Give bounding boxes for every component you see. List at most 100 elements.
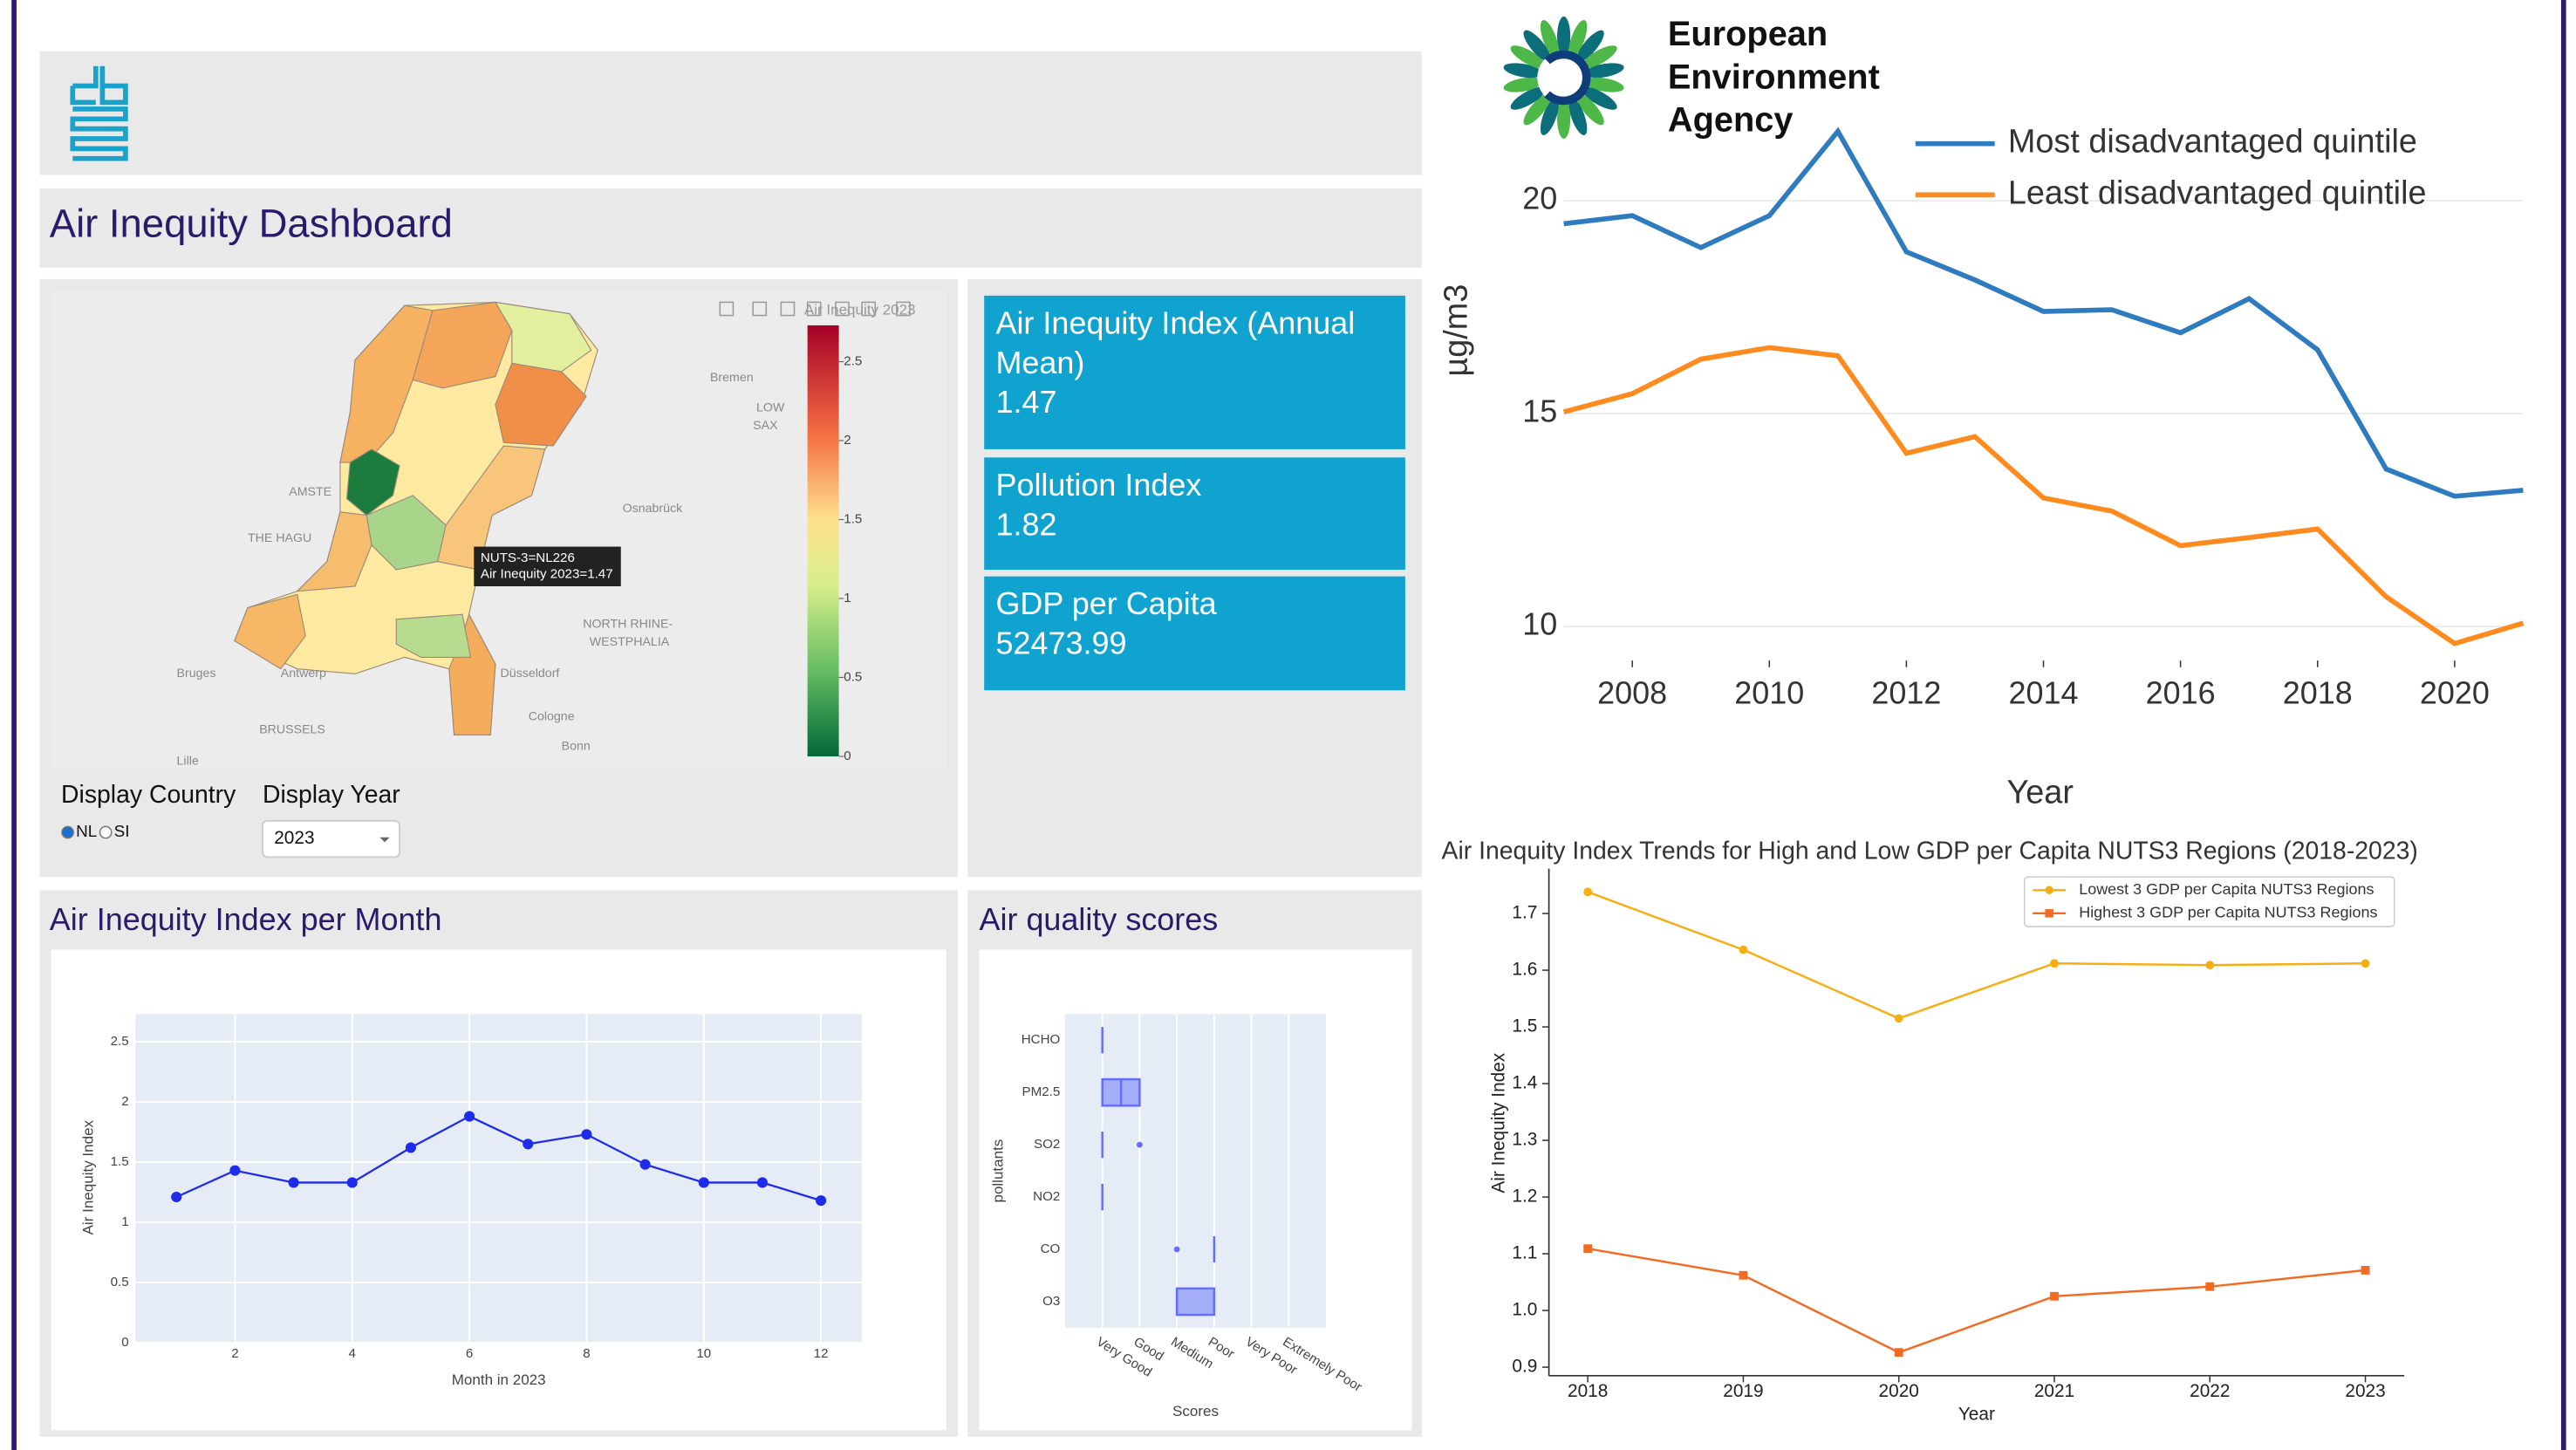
x-tick-label: 2018 [2283, 674, 2353, 710]
colorbar-tick-label: 2 [844, 433, 851, 448]
legend-label: Lowest 3 GDP per Capita NUTS3 Regions [2079, 880, 2374, 898]
x-axis-title: Scores [1172, 1403, 1219, 1419]
legend-box [2023, 876, 2395, 927]
data-point [288, 1177, 299, 1188]
logo-petal [1503, 77, 1543, 92]
data-point [1739, 945, 1748, 954]
tooltip-text: NUTS-3=NL226 [481, 551, 575, 565]
map-label: BRUSSELS [259, 722, 325, 736]
right-border [2560, 0, 2566, 1450]
outlier [1136, 1141, 1143, 1148]
map-label: Cologne [529, 709, 575, 723]
data-point [1894, 1014, 1903, 1023]
kpi-card [984, 295, 1405, 449]
map-label: Antwerp [281, 667, 326, 681]
map-label: THE HAGU [248, 531, 311, 545]
data-point [2050, 959, 2059, 968]
legend-marker [2045, 909, 2053, 918]
y-tick-label: 1.2 [1512, 1187, 1537, 1207]
logo-core [1537, 51, 1590, 105]
kpi-body: Pollution Index 1.82 [984, 457, 1405, 570]
map-label: NORTH RHINE- [583, 617, 673, 631]
data-point [698, 1177, 709, 1188]
kpi-card [984, 576, 1405, 691]
eea-logo-text: Agency [1668, 101, 1794, 140]
map-label: AMSTE [289, 485, 331, 499]
map-label: LOW [756, 400, 785, 414]
kpi-body: Air Inequity Index (Annual Mean) 1.47 [984, 296, 1405, 449]
y-tick-label: 1.3 [1512, 1130, 1537, 1150]
x-tick-label: 2018 [1568, 1381, 1608, 1401]
plot-background [1064, 1014, 1327, 1328]
logo-petal [1523, 93, 1551, 126]
y-tick-label: 2 [121, 1094, 128, 1109]
logo-petal [1576, 93, 1604, 126]
eea-logo [1503, 16, 1624, 140]
logo-petal [1582, 45, 1617, 69]
left-border [11, 0, 17, 1450]
outlier [1173, 1246, 1180, 1253]
panel-title: Air Inequity Index per Month [50, 901, 442, 937]
x-tick-label: 2022 [2190, 1381, 2230, 1401]
map-region [296, 511, 372, 592]
modebar-button [752, 301, 768, 317]
y-axis-title: pollutants [990, 1139, 1007, 1203]
data-point [1583, 1244, 1593, 1254]
logo-petal [1510, 45, 1546, 69]
x-tick-label: 2014 [2009, 674, 2079, 710]
colorbar-tick-label: 1 [844, 591, 851, 605]
data-point [405, 1142, 416, 1153]
x-tick-label: 4 [349, 1346, 356, 1361]
modebar-button [835, 301, 850, 317]
series-line [1562, 345, 2525, 646]
data-point [816, 1195, 827, 1207]
y-tick-label: SO2 [1034, 1137, 1060, 1152]
data-point [2050, 1291, 2059, 1301]
y-tick-label: 0 [121, 1335, 128, 1350]
radio-button[interactable] [61, 825, 75, 839]
logo-petal [1576, 30, 1604, 62]
y-tick-label: 15 [1522, 393, 1557, 429]
data-point [1894, 1348, 1903, 1358]
logo-petal [1540, 19, 1559, 58]
radio-button[interactable] [99, 825, 113, 839]
y-tick-label: 1.5 [111, 1154, 129, 1169]
y-tick-label: 10 [1522, 606, 1557, 642]
map-label: SAX [753, 419, 778, 433]
kpi-body: GDP per Capita 52473.99 [984, 577, 1405, 691]
y-axis-title: µg/m3 [1438, 284, 1474, 377]
logo-petal [1503, 63, 1543, 79]
modebar-button [896, 301, 911, 317]
logo-petal [1510, 86, 1546, 110]
data-point [464, 1111, 475, 1122]
x-tick-label: 2021 [2034, 1381, 2074, 1401]
series-line [1587, 1247, 2366, 1354]
colorbar-tick-label: 0.5 [844, 669, 862, 684]
title-bar [39, 188, 1422, 268]
map-region [339, 304, 434, 463]
map-region [436, 445, 546, 571]
modebar-button [719, 301, 735, 317]
legend-label: Least disadvantaged quintile [2008, 174, 2427, 211]
dashboard-title: Air Inequity Dashboard [50, 201, 453, 245]
panel-title: Air quality scores [980, 901, 1219, 937]
map-region [495, 362, 587, 447]
data-point [1583, 887, 1593, 897]
y-tick-label: PM2.5 [1022, 1084, 1061, 1099]
map-tooltip [474, 546, 621, 586]
data-point [581, 1129, 592, 1140]
box [1175, 1287, 1216, 1317]
modebar-button [780, 301, 796, 317]
y-tick-label: 1 [121, 1214, 128, 1229]
logo-petal [1523, 30, 1551, 62]
colorbar-title: Air Inequity 2023 [804, 301, 916, 318]
series-line [175, 1115, 822, 1202]
kpi-label: GDP per Capita [995, 587, 1217, 623]
control-label: Display Year [263, 781, 400, 809]
x-tick-label: 2012 [1871, 674, 1941, 710]
data-point [523, 1139, 534, 1150]
x-tick-label: 10 [696, 1346, 711, 1361]
year-dropdown[interactable] [262, 819, 401, 858]
map-label: Osnabrück [623, 502, 684, 516]
